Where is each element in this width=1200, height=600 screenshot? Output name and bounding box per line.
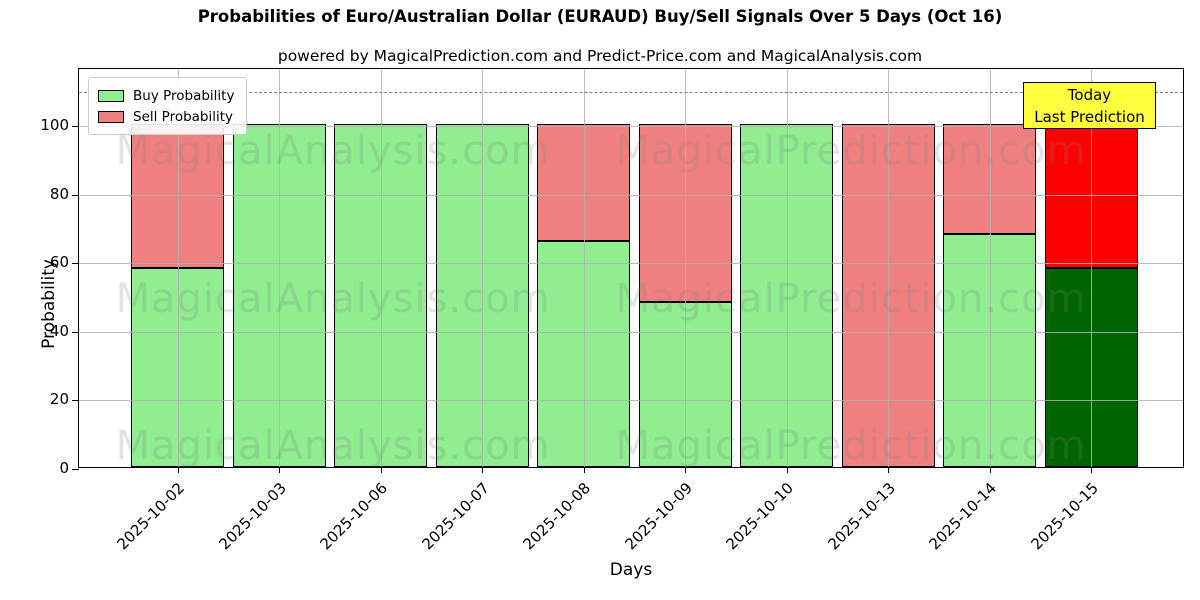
x-tick-2025-10-02 <box>177 467 179 473</box>
y-tick-0 <box>72 469 79 470</box>
h-gridline-100 <box>79 125 1183 127</box>
annotation-line-1: Today <box>1067 85 1112 104</box>
x-tick-label-2025-10-06: 2025-10-06 <box>316 479 392 554</box>
watermark-right-row3: MagicalPrediction.com <box>615 423 1087 469</box>
x-tick-label-2025-10-13: 2025-10-13 <box>824 479 899 554</box>
v-gridline-2025-10-06 <box>380 69 382 467</box>
y-tick-40 <box>72 331 79 333</box>
legend-item-sell: Sell Probability <box>98 106 234 127</box>
y-tick-100 <box>72 125 79 127</box>
legend-item-buy: Buy Probability <box>98 85 234 106</box>
y-tick-label-20: 20 <box>49 390 69 409</box>
annotation-line-2: Last Prediction <box>1034 107 1145 126</box>
x-axis-label: Days <box>609 560 653 580</box>
x-tick-2025-10-10 <box>786 467 788 473</box>
watermark-left-row2: MagicalAnalysis.com <box>115 276 551 322</box>
x-tick-2025-10-15 <box>1091 467 1092 473</box>
v-gridline-2025-10-14 <box>989 69 991 467</box>
threshold-dashed-line <box>79 91 1183 93</box>
watermark-right-row2: MagicalPrediction.com <box>615 276 1087 322</box>
v-gridline-2025-10-07 <box>482 69 483 467</box>
x-tick-2025-10-08 <box>583 467 585 473</box>
x-tick-label-2025-10-14: 2025-10-14 <box>925 479 1001 554</box>
x-tick-2025-10-09 <box>685 467 686 473</box>
y-tick-label-100: 100 <box>40 115 69 134</box>
x-tick-2025-10-14 <box>989 467 991 473</box>
x-tick-label-2025-10-10: 2025-10-10 <box>722 479 798 554</box>
x-tick-2025-10-03 <box>279 467 280 473</box>
v-gridline-2025-10-08 <box>583 69 585 467</box>
x-tick-label-2025-10-09: 2025-10-09 <box>621 479 696 554</box>
plot-area: MagicalAnalysis.com MagicalPrediction.com… <box>40 68 1184 553</box>
chart-subtitle: powered by MagicalPrediction.com and Pre… <box>277 47 923 65</box>
watermark-right-row1: MagicalPrediction.com <box>615 128 1087 174</box>
h-gridline-60 <box>79 263 1183 265</box>
v-gridline-2025-10-13 <box>888 69 889 467</box>
y-tick-label-80: 80 <box>49 184 69 203</box>
x-tick-label-2025-10-07: 2025-10-07 <box>418 479 493 554</box>
v-gridline-2025-10-10 <box>786 69 788 467</box>
x-tick-label-2025-10-08: 2025-10-08 <box>519 479 595 554</box>
legend-label-sell: Sell Probability <box>133 108 234 125</box>
legend-label-buy: Buy Probability <box>133 87 235 104</box>
x-tick-label-2025-10-02: 2025-10-02 <box>113 479 189 554</box>
h-gridline-40 <box>79 331 1183 333</box>
x-tick-2025-10-07 <box>482 467 483 473</box>
v-gridline-2025-10-15 <box>1091 69 1092 467</box>
y-tick-80 <box>72 194 79 196</box>
x-tick-2025-10-13 <box>888 467 889 473</box>
x-tick-2025-10-06 <box>380 467 382 473</box>
buy-probability-swatch <box>98 89 124 102</box>
v-gridline-2025-10-09 <box>685 69 686 467</box>
sell-probability-swatch <box>98 110 124 123</box>
y-tick-60 <box>72 263 79 265</box>
h-gridline-80 <box>79 194 1183 196</box>
y-tick-label-60: 60 <box>49 253 69 272</box>
v-gridline-2025-10-03 <box>279 69 280 467</box>
y-tick-20 <box>72 400 79 402</box>
legend: Buy Probability Sell Probability <box>88 77 248 135</box>
y-tick-label-40: 40 <box>49 321 69 340</box>
x-tick-label-2025-10-15: 2025-10-15 <box>1027 479 1102 554</box>
chart-title: Probabilities of Euro/Australian Dollar … <box>197 7 1003 26</box>
watermark-left-row1: MagicalAnalysis.com <box>115 128 551 174</box>
today-annotation-box: Today Last Prediction <box>1023 82 1156 129</box>
x-tick-label-2025-10-03: 2025-10-03 <box>215 479 290 554</box>
v-gridline-2025-10-02 <box>177 69 179 467</box>
h-gridline-20 <box>79 400 1183 402</box>
watermark-left-row3: MagicalAnalysis.com <box>115 423 551 469</box>
y-tick-label-0: 0 <box>59 459 69 477</box>
